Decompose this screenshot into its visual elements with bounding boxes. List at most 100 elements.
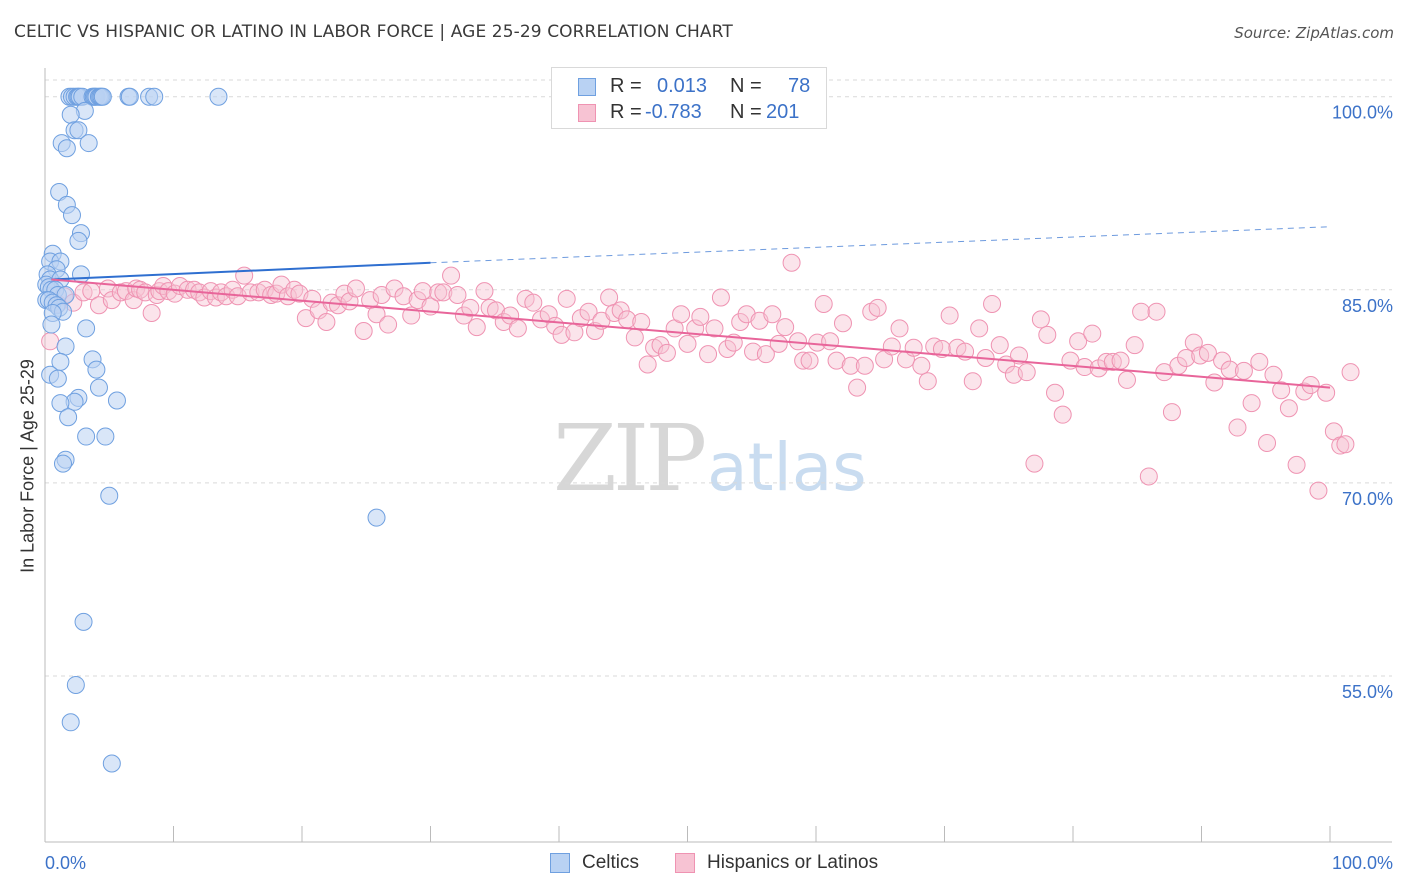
data-point-hispanics <box>413 282 432 301</box>
data-point-hispanics <box>346 279 365 298</box>
data-point-celtics <box>61 713 80 732</box>
data-point-hispanics <box>1234 361 1253 380</box>
data-point-hispanics <box>912 356 931 375</box>
data-point-hispanics <box>1341 363 1360 382</box>
data-point-hispanics <box>718 340 737 359</box>
data-point-hispanics <box>317 312 336 331</box>
data-point-celtics <box>56 337 75 356</box>
legend-r-value: -0.783 <box>645 101 702 123</box>
legend-r-label: R = <box>610 75 642 97</box>
data-point-celtics <box>61 105 80 124</box>
legend-swatch-celtics <box>550 853 570 873</box>
legend-row-hispanics: R = -0.783 N = 201 <box>552 101 826 127</box>
data-point-celtics <box>57 139 76 158</box>
data-point-hispanics <box>1250 352 1269 371</box>
data-point-hispanics <box>448 285 467 304</box>
data-point-hispanics <box>868 298 887 317</box>
data-point-hispanics <box>940 306 959 325</box>
data-point-hispanics <box>1213 351 1232 370</box>
data-point-hispanics <box>794 351 813 370</box>
series-hispanics-points <box>41 253 1360 500</box>
data-point-celtics <box>79 134 98 153</box>
data-point-hispanics <box>890 319 909 338</box>
data-point-hispanics <box>379 315 398 334</box>
data-point-hispanics <box>1046 383 1065 402</box>
data-point-hispanics <box>1295 382 1314 401</box>
data-point-celtics <box>209 87 228 106</box>
data-point-hispanics <box>841 356 860 375</box>
data-point-hispanics <box>651 336 670 355</box>
data-point-hispanics <box>1279 399 1298 418</box>
data-point-hispanics <box>672 305 691 324</box>
data-point-celtics <box>71 265 90 284</box>
data-point-celtics <box>120 87 139 106</box>
data-point-hispanics <box>1309 481 1328 500</box>
data-point-hispanics <box>625 328 644 347</box>
y-tick-label: 100.0% <box>1332 103 1393 123</box>
data-point-hispanics <box>833 314 852 333</box>
source-credit: Source: ZipAtlas.com <box>1234 24 1394 42</box>
data-point-hispanics <box>731 312 750 331</box>
legend-r-value: 0.013 <box>657 75 708 97</box>
data-point-hispanics <box>354 321 373 340</box>
data-point-hispanics <box>1220 360 1239 379</box>
data-point-hispanics <box>1097 352 1116 371</box>
data-point-celtics <box>69 231 88 250</box>
data-point-hispanics <box>1139 467 1158 486</box>
y-tick-label: 70.0% <box>1342 489 1393 509</box>
data-point-hispanics <box>691 307 710 326</box>
data-point-hispanics <box>699 345 718 364</box>
data-point-hispanics <box>1177 349 1196 368</box>
data-point-hispanics <box>557 289 576 308</box>
data-point-hispanics <box>1010 346 1029 365</box>
data-point-hispanics <box>579 302 598 321</box>
legend-n-value: 78 <box>788 75 811 97</box>
data-point-hispanics <box>442 266 461 285</box>
data-point-hispanics <box>1264 365 1283 384</box>
data-point-hispanics <box>102 291 121 310</box>
data-point-hispanics <box>1117 370 1136 389</box>
y-tick-label: 55.0% <box>1342 682 1393 702</box>
data-point-hispanics <box>429 283 448 302</box>
chart-title: CELTIC VS HISPANIC OR LATINO IN LABOR FO… <box>14 22 733 42</box>
gridlines <box>45 79 1392 677</box>
legend-row-celtics: R = 0.013 N = 78 <box>552 75 826 101</box>
data-point-hispanics <box>394 287 413 306</box>
data-point-hispanics <box>434 283 453 302</box>
data-point-hispanics <box>882 337 901 356</box>
data-point-hispanics <box>814 294 833 313</box>
data-point-celtics <box>96 427 115 446</box>
data-point-celtics <box>102 754 121 773</box>
data-point-hispanics <box>131 280 150 299</box>
data-point-hispanics <box>705 319 724 338</box>
data-point-hispanics <box>1031 310 1050 329</box>
axes <box>44 68 1392 843</box>
data-point-hispanics <box>983 294 1002 313</box>
data-point-hispanics <box>41 332 60 351</box>
data-point-hispanics <box>657 343 676 362</box>
data-point-hispanics <box>539 305 558 324</box>
data-point-hispanics <box>1198 343 1217 362</box>
data-point-celtics <box>77 427 96 446</box>
data-point-hispanics <box>1111 351 1130 370</box>
data-point-hispanics <box>235 266 254 285</box>
data-point-hispanics <box>1336 435 1355 454</box>
data-point-celtics <box>145 87 164 106</box>
data-point-hispanics <box>1069 332 1088 351</box>
data-point-hispanics <box>1228 418 1247 437</box>
x-tick-label: 100.0% <box>1332 853 1393 873</box>
data-point-celtics <box>87 360 106 379</box>
watermark: ZIPatlas <box>553 405 867 512</box>
tick-labels: 100.0% 85.0% 70.0% 55.0% 0.0% 100.0% <box>45 103 1393 873</box>
data-point-celtics <box>48 369 67 388</box>
data-point-hispanics <box>678 334 697 353</box>
data-point-hispanics <box>1317 383 1336 402</box>
legend-n-label: N = <box>730 75 762 97</box>
data-point-celtics <box>93 87 112 106</box>
data-point-hispanics <box>782 253 801 272</box>
trend-line-hispanics <box>51 278 1331 389</box>
data-point-hispanics <box>769 334 788 353</box>
data-point-hispanics <box>1287 455 1306 474</box>
data-point-celtics <box>367 508 386 527</box>
